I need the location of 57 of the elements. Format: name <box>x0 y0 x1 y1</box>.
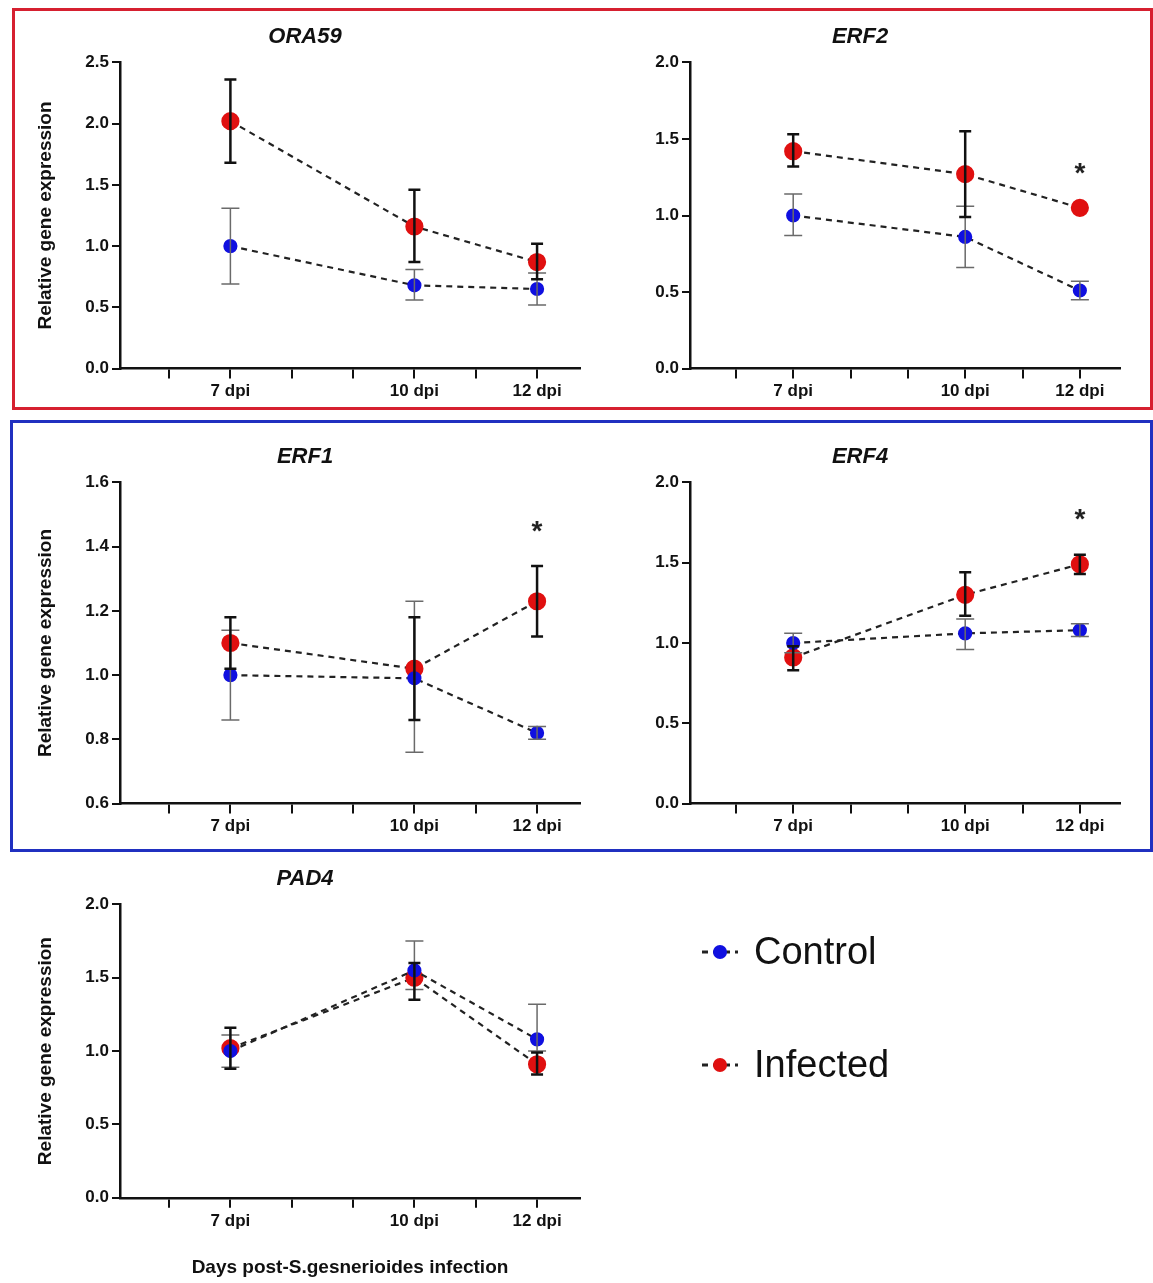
x-tick-label: 7 dpi <box>773 816 814 836</box>
legend-label: Control <box>754 930 877 973</box>
x-tick-label: 10 dpi <box>389 381 439 401</box>
x-tick-label: 12 dpi <box>1055 816 1105 836</box>
annotation: * <box>1074 156 1086 188</box>
y-tick-label: 2.0 <box>655 52 679 72</box>
y-tick-label: 2.5 <box>85 52 109 72</box>
x-tick-label: 10 dpi <box>389 816 439 836</box>
y-tick-label: 0.0 <box>85 1187 109 1207</box>
x-tick-label: 7 dpi <box>773 381 814 401</box>
chart-title: ERF4 <box>831 443 889 469</box>
y-axis-title: Relative gene expression <box>33 937 55 1166</box>
chart-title: PAD4 <box>276 865 334 891</box>
y-tick-label: 2.0 <box>655 472 679 492</box>
x-tick-label: 7 dpi <box>210 1210 251 1230</box>
y-tick-label: 1.0 <box>655 632 679 652</box>
y-tick-label: 1.0 <box>655 205 679 225</box>
y-tick-label: 0.0 <box>655 358 679 378</box>
x-tick-label: 12 dpi <box>1055 381 1105 401</box>
y-tick-label: 0.5 <box>85 1114 109 1134</box>
y-tick-label: 1.5 <box>655 128 679 148</box>
y-tick-label: 0.0 <box>85 358 109 378</box>
y-tick-label: 1.6 <box>85 472 109 492</box>
y-tick-label: 2.0 <box>85 894 109 914</box>
chart-title: ERF2 <box>831 23 889 49</box>
legend-label: Infected <box>754 1043 890 1086</box>
x-tick-label: 7 dpi <box>210 816 251 836</box>
y-tick-label: 1.2 <box>85 600 109 620</box>
x-tick-label: 10 dpi <box>940 381 990 401</box>
y-tick-label: 0.5 <box>655 712 679 732</box>
x-tick-label: 12 dpi <box>512 381 562 401</box>
y-tick-label: 0.5 <box>655 281 679 301</box>
y-tick-label: 1.0 <box>85 235 109 255</box>
annotation: * <box>1074 503 1086 535</box>
annotation: * <box>531 514 543 546</box>
y-tick-label: 1.4 <box>85 536 110 556</box>
x-tick-label: 12 dpi <box>512 816 562 836</box>
y-tick-label: 1.5 <box>85 967 109 987</box>
x-tick-label: 12 dpi <box>512 1210 562 1230</box>
y-tick-label: 0.6 <box>85 793 109 813</box>
y-tick-label: 2.0 <box>85 113 109 133</box>
chart-title: ORA59 <box>268 23 343 49</box>
point <box>1070 198 1089 217</box>
x-axis-title: Days post-S.gesnerioides infection <box>191 1255 509 1277</box>
y-tick-label: 1.0 <box>85 1040 109 1060</box>
y-tick-label: 0.8 <box>85 729 109 749</box>
y-tick-label: 1.0 <box>85 664 109 684</box>
x-tick-label: 7 dpi <box>210 381 251 401</box>
y-tick-label: 0.5 <box>85 297 109 317</box>
y-axis-title: Relative gene expression <box>33 101 55 330</box>
y-tick-label: 1.5 <box>85 174 109 194</box>
y-tick-label: 1.5 <box>655 552 679 572</box>
x-tick-label: 10 dpi <box>940 816 990 836</box>
x-tick-label: 10 dpi <box>389 1210 439 1230</box>
y-axis-title: Relative gene expression <box>33 528 55 758</box>
chart-title: ERF1 <box>276 443 334 469</box>
y-tick-label: 0.0 <box>655 793 679 813</box>
